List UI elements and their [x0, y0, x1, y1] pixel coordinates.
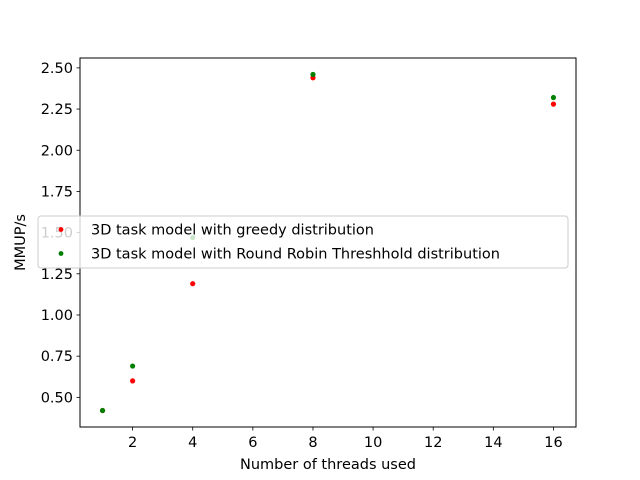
legend-box [37, 215, 569, 269]
legend: 3D task model with greedy distribution 3… [37, 215, 569, 269]
legend-label-round-robin: 3D task model with Round Robin Threshhol… [91, 247, 500, 263]
data-point-greedy [550, 101, 557, 107]
x-tick-label: 14 [484, 435, 502, 451]
legend-label-greedy: 3D task model with greedy distribution [91, 223, 374, 239]
x-tick-label: 4 [188, 435, 197, 451]
data-point-round-robin [310, 71, 316, 78]
data-point-round-robin [130, 363, 136, 369]
legend-marker-round-robin [58, 251, 64, 256]
y-axis-label: MMUP/s [13, 214, 29, 271]
x-tick-label: 16 [544, 435, 562, 451]
y-tick-label: 2.25 [41, 102, 73, 118]
y-tick-label: 2.50 [41, 61, 73, 77]
y-tick-label: 0.75 [41, 349, 73, 365]
y-tick-label: 1.75 [41, 184, 73, 200]
x-tick-label: 10 [364, 435, 382, 451]
data-point-round-robin [550, 94, 557, 101]
y-tick-label: 1.00 [41, 308, 73, 324]
x-tick-label: 8 [308, 435, 317, 451]
x-tick-label: 2 [128, 435, 137, 451]
x-tick-label: 12 [424, 435, 442, 451]
data-point-round-robin [99, 407, 106, 414]
data-point-greedy [190, 281, 196, 287]
x-tick-label: 6 [248, 435, 257, 451]
y-tick-label: 2.00 [41, 143, 73, 159]
y-tick-label: 0.50 [41, 390, 73, 406]
legend-marker-greedy [58, 227, 64, 232]
y-tick-label: 1.25 [41, 267, 73, 283]
data-point-greedy [130, 378, 136, 384]
x-axis-ticks: 2 4 6 8 10 12 14 16 [128, 427, 563, 451]
x-axis-label: Number of threads used [240, 457, 416, 473]
